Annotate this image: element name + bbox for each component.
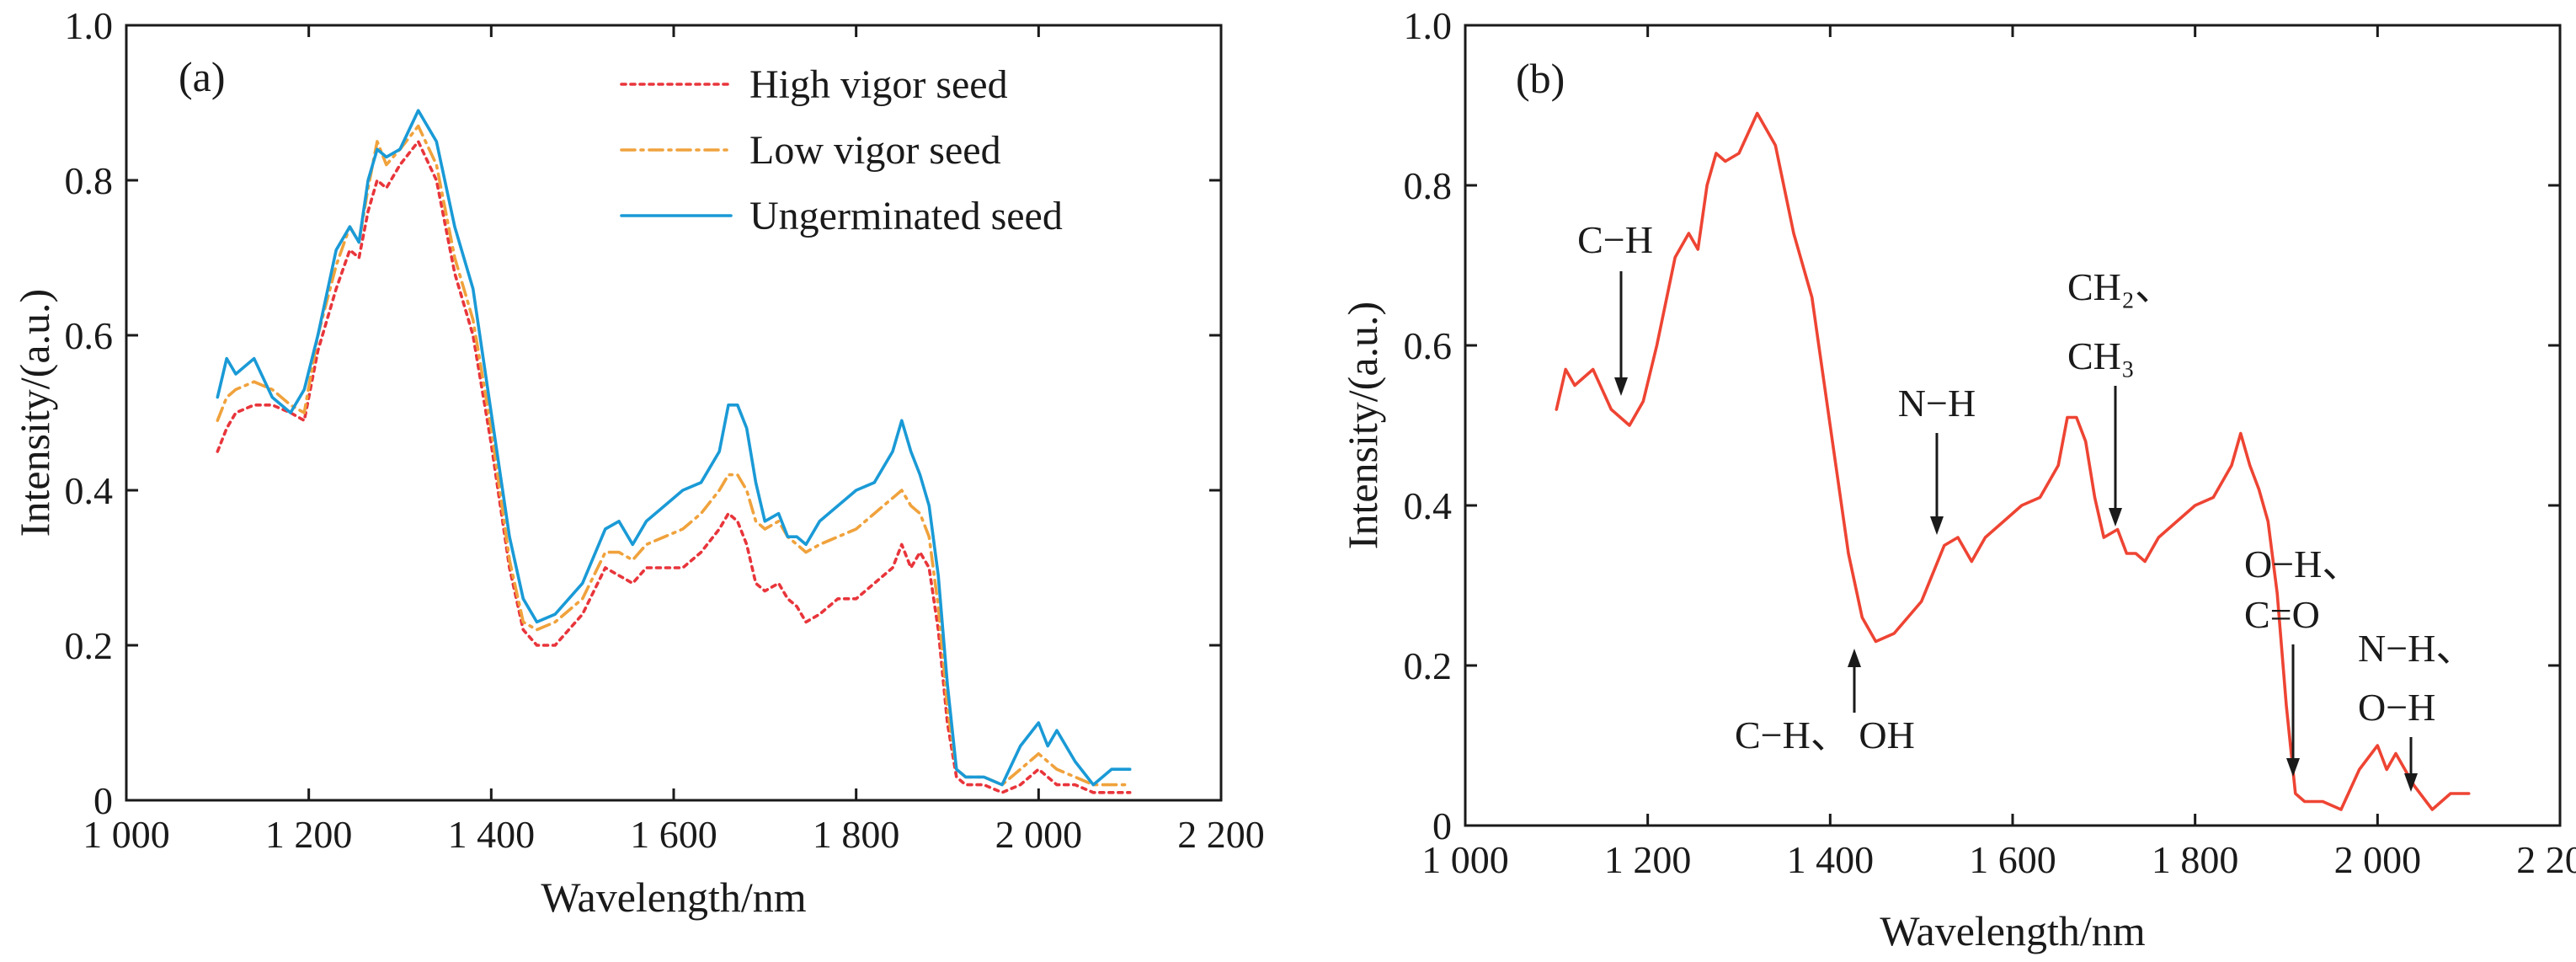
x-tick-label: 1 200 bbox=[265, 813, 353, 856]
y-tick-label: 1.0 bbox=[65, 4, 114, 47]
annotation-ch2-ch3-arrowhead bbox=[2109, 508, 2122, 526]
x-tick-label: 2 000 bbox=[995, 813, 1083, 856]
annotation-ch-oh-label: C−H、 OH bbox=[1735, 713, 1915, 756]
y-tick-label: 0.2 bbox=[65, 624, 114, 667]
legend: High vigor seed Low vigor seed Ungermina… bbox=[620, 62, 1063, 238]
series-line-ungerminated-seed bbox=[216, 109, 1132, 787]
legend-label-low-vigor: Low vigor seed bbox=[749, 128, 1001, 173]
x-tick-label: 1 200 bbox=[1604, 838, 1692, 881]
y-tick-label: 0 bbox=[93, 779, 113, 822]
x-tick-label: 1 000 bbox=[1421, 838, 1509, 881]
panel-a-y-axis-label: Intensity/(a.u.) bbox=[11, 289, 58, 537]
x-tick-label: 1 600 bbox=[1969, 838, 2056, 881]
x-tick-label: 1 000 bbox=[83, 813, 170, 856]
annotation-nh-oh-arrowhead bbox=[2404, 773, 2418, 792]
panel-b-series bbox=[1555, 111, 2471, 811]
x-tick-label: 1 400 bbox=[448, 813, 536, 856]
panel-b: 1 000 1 200 1 400 1 600 1 800 2 000 2 200 0 0.2 0… bbox=[1339, 4, 2576, 954]
annotation-nh-label: N−H bbox=[1898, 382, 1976, 425]
y-tick-label: 0.8 bbox=[1404, 164, 1453, 207]
x-tick-label: 2 000 bbox=[2334, 838, 2422, 881]
y-tick-label: 0.6 bbox=[1404, 324, 1453, 367]
panel-a: 1 000 1 200 1 400 1 600 1 800 2 000 2 200 0 0.2 0… bbox=[11, 4, 1265, 921]
x-tick-label: 2 200 bbox=[1177, 813, 1265, 856]
annotation-ch-label: C−H bbox=[1577, 218, 1653, 261]
annotation-ch2-ch3-label: CH₃ bbox=[2067, 334, 2135, 377]
y-tick-label: 0.6 bbox=[65, 314, 114, 357]
panel-b-x-axis-label: Wavelength/nm bbox=[1880, 907, 2145, 954]
series-line-high-vigor-seed bbox=[216, 140, 1132, 794]
y-tick-label: 0.4 bbox=[1404, 484, 1453, 527]
panel-b-label: (b) bbox=[1516, 55, 1565, 102]
y-tick-label: 1.0 bbox=[1404, 4, 1453, 47]
annotation-ch-arrowhead bbox=[1614, 377, 1628, 396]
annotation-nh-oh-label: O−H bbox=[2358, 686, 2435, 729]
panel-a-series bbox=[216, 109, 1132, 794]
y-tick-label: 0 bbox=[1432, 804, 1452, 847]
x-tick-label: 1 800 bbox=[813, 813, 900, 856]
annotation-ch-oh-arrowhead bbox=[1848, 649, 1861, 667]
panel-b-annotations: C−H C−H、 OH N−H CH₂、 CH₃ O−H、 C=O N−H、 O−H bbox=[1577, 218, 2474, 792]
x-tick-label: 1 600 bbox=[630, 813, 717, 856]
y-tick-label: 0.4 bbox=[65, 469, 114, 512]
x-tick-label: 1 800 bbox=[2152, 838, 2239, 881]
x-tick-label: 2 200 bbox=[2516, 838, 2576, 881]
panel-b-ticks: 1 000 1 200 1 400 1 600 1 800 2 000 2 200 0 0.2 0… bbox=[1404, 4, 2576, 881]
legend-label-high-vigor: High vigor seed bbox=[749, 62, 1008, 107]
annotation-oh-co-label: O−H、 bbox=[2244, 542, 2360, 585]
x-tick-label: 1 400 bbox=[1787, 838, 1875, 881]
panel-a-x-axis-label: Wavelength/nm bbox=[541, 874, 806, 921]
annotation-nh-oh-label: N−H、 bbox=[2358, 627, 2474, 670]
annotation-ch2-ch3-label: CH₂、 bbox=[2067, 265, 2173, 308]
annotation-nh-arrowhead bbox=[1930, 516, 1944, 535]
y-tick-label: 0.8 bbox=[65, 159, 114, 202]
panel-b-y-axis-label: Intensity/(a.u.) bbox=[1339, 302, 1386, 549]
annotation-oh-co-arrowhead bbox=[2286, 758, 2300, 777]
legend-label-ungerminated: Ungerminated seed bbox=[749, 194, 1063, 238]
panel-a-label: (a) bbox=[179, 53, 226, 100]
y-tick-label: 0.2 bbox=[1404, 644, 1453, 687]
annotation-oh-co-label: C=O bbox=[2244, 593, 2320, 636]
series-line-spectrum bbox=[1555, 111, 2471, 811]
panel-a-ticks: 1 000 1 200 1 400 1 600 1 800 2 000 2 200 0 0.2 0… bbox=[65, 4, 1265, 856]
